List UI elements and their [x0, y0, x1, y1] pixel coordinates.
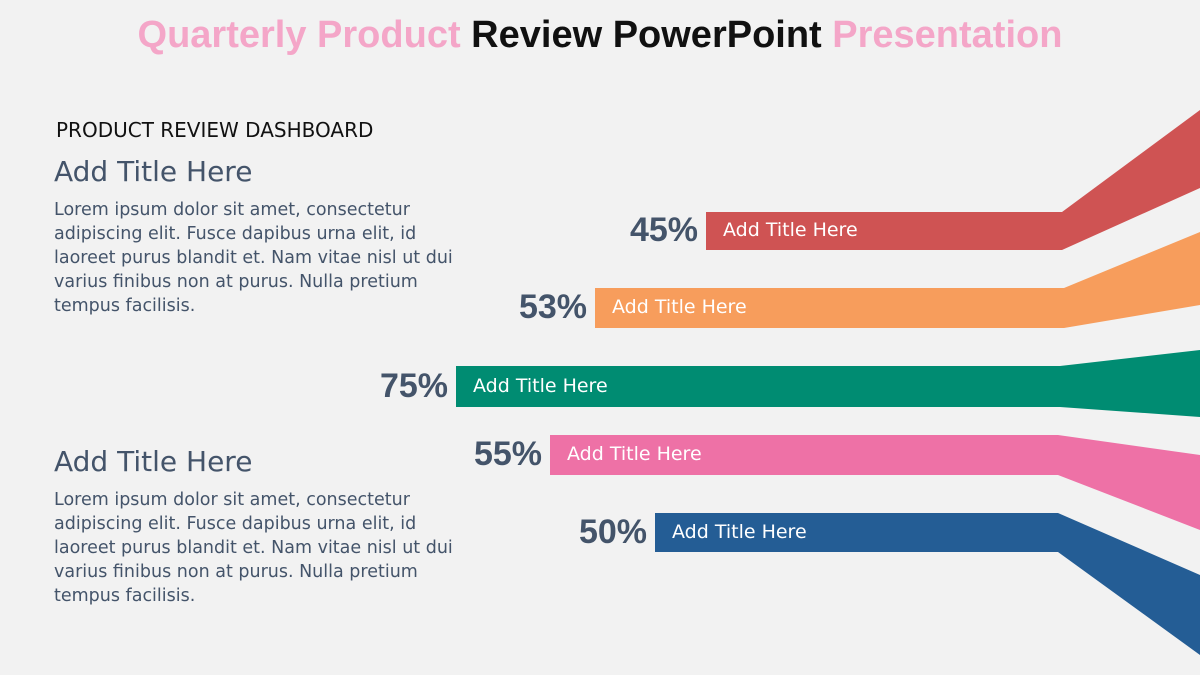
bar-percent-2: 53% [518, 288, 587, 326]
block-1-body: Lorem ipsum dolor sit amet, consectetur … [54, 200, 453, 316]
bar-label-5: Add Title Here [672, 520, 807, 543]
title-part-3: Presentation [821, 14, 1063, 56]
title-part-2: Review PowerPoint [471, 14, 822, 56]
dashboard-subtitle: PRODUCT REVIEW DASHBOARD [56, 118, 374, 142]
bar-label-3: Add Title Here [473, 374, 608, 397]
bar-label-2: Add Title Here [612, 296, 747, 318]
title-part-1: Quarterly Product [137, 14, 472, 56]
ribbon-bar-1 [706, 110, 1200, 250]
ribbon-bar-5 [655, 513, 1200, 655]
bar-percent-5: 50% [578, 512, 647, 551]
block-1-heading: Add Title Here [54, 155, 253, 188]
bar-percent-4: 55% [473, 435, 542, 473]
block-2-body: Lorem ipsum dolor sit amet, consectetur … [54, 490, 453, 606]
ribbon-bar-4 [550, 435, 1200, 530]
bar-label-4: Add Title Here [567, 443, 702, 465]
slide-title: Quarterly Product Review PowerPoint Pres… [0, 14, 1200, 57]
ribbon-bar-2 [595, 232, 1200, 328]
bar-percent-1: 45% [629, 211, 698, 249]
block-2-heading: Add Title Here [54, 445, 253, 478]
bar-label-1: Add Title Here [723, 219, 858, 241]
bar-percent-3: 75% [379, 366, 448, 405]
ribbon-bar-3 [456, 350, 1200, 417]
